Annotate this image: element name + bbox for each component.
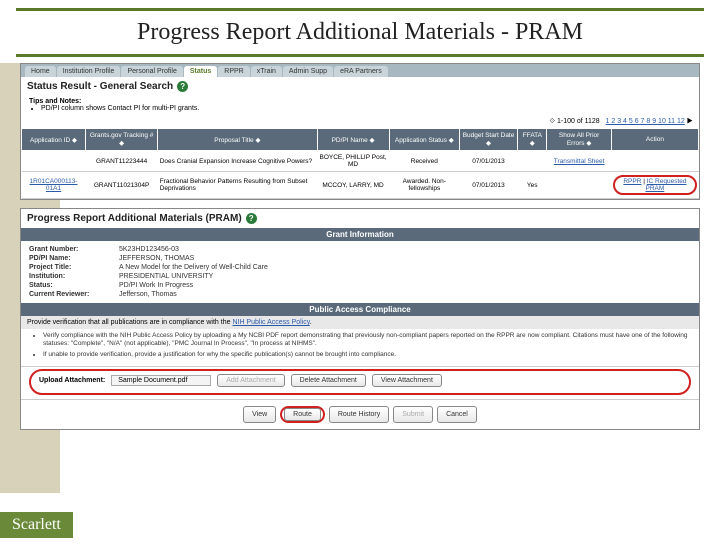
upload-label: Upload Attachment: <box>39 377 105 384</box>
grant-info-header: Grant Information <box>21 228 699 241</box>
grant-info: Grant Number:5K23HD123456-03 PD/PI Name:… <box>21 241 699 303</box>
tab-era[interactable]: eRA Partners <box>334 66 388 77</box>
col-title[interactable]: Proposal Title ◆ <box>158 129 317 151</box>
route-history-button[interactable]: Route History <box>329 406 389 423</box>
tab-home[interactable]: Home <box>25 66 56 77</box>
col-action: Action <box>611 129 698 151</box>
view-button[interactable]: View <box>243 406 276 423</box>
app-id-link[interactable]: 1R01CA000113-01A1 <box>30 178 78 192</box>
status-result-panel: Home Institution Profile Personal Profil… <box>20 63 700 200</box>
cancel-button[interactable]: Cancel <box>437 406 477 423</box>
col-tracking[interactable]: Grants.gov Tracking # ◆ <box>86 129 158 151</box>
presenter-tag: Scarlett <box>0 512 73 538</box>
results-table: Application ID ◆ Grants.gov Tracking # ◆… <box>21 128 699 199</box>
col-budget[interactable]: Budget Start Date ◆ <box>460 129 518 151</box>
page-links[interactable]: 1 2 3 4 5 6 7 8 9 10 11 12 <box>606 118 685 125</box>
route-button[interactable]: Route <box>284 408 321 421</box>
transmittal-link[interactable]: Transmittal Sheet <box>554 158 605 165</box>
file-name-field[interactable]: Sample Document.pdf <box>111 375 211 386</box>
ic-requested-pram-link[interactable]: IC Requested PRAM <box>646 178 687 192</box>
pram-panel: Progress Report Additional Materials (PR… <box>20 208 700 430</box>
table-row: GRANT11223444 Does Cranial Expansion Inc… <box>22 151 699 172</box>
add-attachment-button[interactable]: Add Attachment <box>217 374 284 387</box>
tab-xtrain[interactable]: xTrain <box>251 66 282 77</box>
compliance-header: Public Access Compliance <box>21 303 699 316</box>
nih-policy-link[interactable]: NIH Public Access Policy <box>232 319 309 326</box>
col-errors[interactable]: Show All Prior Errors ◆ <box>547 129 611 151</box>
view-attachment-button[interactable]: View Attachment <box>372 374 442 387</box>
tab-admin[interactable]: Admin Supp <box>283 66 333 77</box>
compliance-bullet: Verify compliance with the NIH Public Ac… <box>43 332 691 349</box>
action-buttons: View Route Route History Submit Cancel <box>21 402 699 429</box>
rppr-link[interactable]: RPPR <box>623 178 641 185</box>
page-title: Progress Report Additional Materials - P… <box>16 19 704 46</box>
col-status[interactable]: Application Status ◆ <box>389 129 459 151</box>
upload-row: Upload Attachment: Sample Document.pdf A… <box>29 369 691 395</box>
col-app-id[interactable]: Application ID ◆ <box>22 129 86 151</box>
compliance-bullet: If unable to provide verification, provi… <box>43 351 691 359</box>
status-heading: Status Result - General Search <box>27 81 173 92</box>
tab-status[interactable]: Status <box>184 66 217 77</box>
delete-attachment-button[interactable]: Delete Attachment <box>291 374 366 387</box>
policy-line: Provide verification that all publicatio… <box>21 316 699 329</box>
col-pi[interactable]: PD/PI Name ◆ <box>317 129 389 151</box>
tab-institution[interactable]: Institution Profile <box>57 66 121 77</box>
tips-label: Tips and Notes: <box>29 98 691 105</box>
nav-tabs: Home Institution Profile Personal Profil… <box>21 64 699 77</box>
pagination: ⟐ 1-100 of 1128 1 2 3 4 5 6 7 8 9 10 11 … <box>21 116 699 128</box>
table-row: 1R01CA000113-01A1 GRANT11021304P Fractio… <box>22 172 699 199</box>
submit-button[interactable]: Submit <box>393 406 433 423</box>
help-icon[interactable]: ? <box>177 81 188 92</box>
help-icon[interactable]: ? <box>246 213 257 224</box>
tab-personal[interactable]: Personal Profile <box>121 66 182 77</box>
tab-rppr[interactable]: RPPR <box>218 66 249 77</box>
tip-item: PD/PI column shows Contact PI for multi-… <box>41 105 691 112</box>
col-ffata[interactable]: FFATA ◆ <box>518 129 547 151</box>
pram-heading: Progress Report Additional Materials (PR… <box>27 213 242 224</box>
